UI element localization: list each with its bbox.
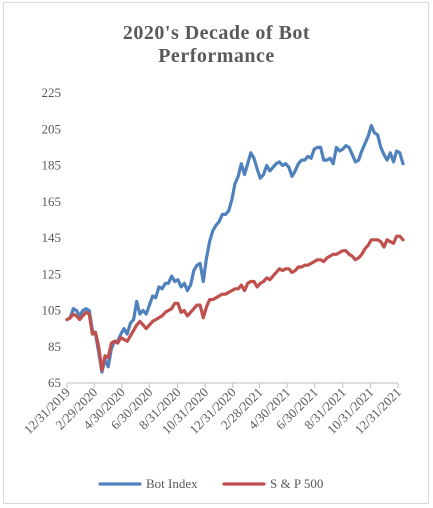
series-line-1 (65, 234, 405, 372)
y-tick-label-85: 85 (48, 339, 61, 354)
y-tick-label-65: 65 (48, 375, 61, 390)
y-tick-label-145: 145 (42, 230, 62, 245)
y-tick-label-185: 185 (42, 158, 62, 173)
chart-title: 2020's Decade of Bot Performance (122, 22, 311, 67)
y-tick-label-125: 125 (42, 266, 62, 281)
chart-frame (3, 2, 429, 504)
y-tick-label-165: 165 (42, 194, 62, 209)
y-tick-label-205: 205 (42, 121, 62, 136)
legend-label-0: Bot Index (146, 476, 198, 491)
series-line-0 (65, 124, 405, 374)
series-lines (65, 124, 405, 374)
legend-label-1: S & P 500 (270, 476, 323, 491)
y-axis: 65 85 105 125 145 165 185 205 225 (42, 85, 62, 390)
y-tick-label-105: 105 (42, 303, 62, 318)
y-tick-label-225: 225 (42, 85, 62, 100)
x-axis: 12/31/20192/29/20204/30/20206/30/20208/3… (21, 382, 404, 437)
legend: Bot Index S & P 500 (98, 476, 323, 491)
